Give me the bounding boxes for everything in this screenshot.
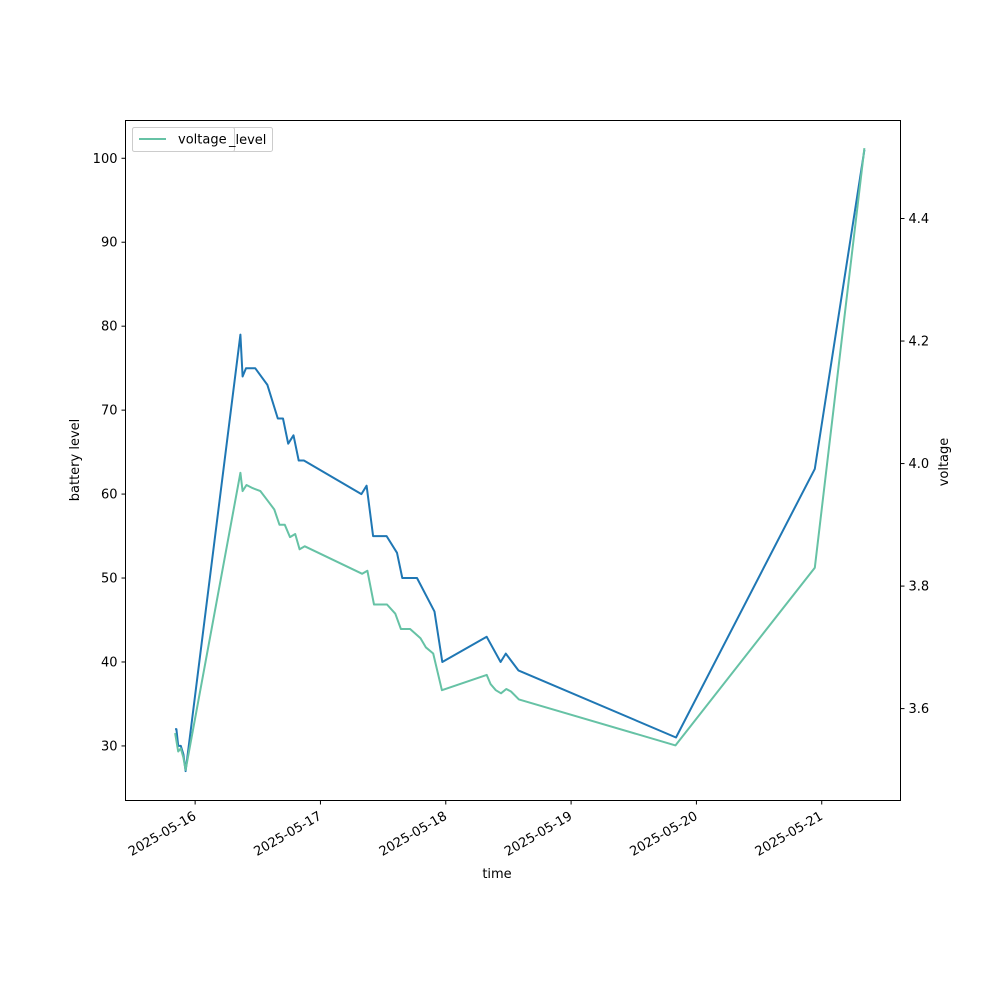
y-tick-label-left: 70 (101, 404, 118, 419)
x-tick-label: 2025-05-21 (753, 809, 826, 860)
y-tick-label-right: 3.8 (909, 580, 930, 595)
y-tick-label-left: 30 (101, 739, 118, 754)
plot-frame (125, 120, 901, 801)
series-line-voltage (174, 147, 866, 771)
x-tick-label: 2025-05-18 (377, 809, 450, 860)
legend: voltage _level (132, 127, 273, 152)
x-tick-label: 2025-05-16 (126, 809, 199, 860)
y-tick-label-left: 80 (101, 320, 118, 335)
x-tick-label: 2025-05-20 (627, 809, 700, 860)
y-axis-label-right: voltage (937, 438, 952, 487)
y-tick-label-right: 3.6 (909, 702, 930, 717)
legend-label-voltage: voltage (178, 133, 227, 148)
x-tick-label: 2025-05-19 (502, 809, 575, 860)
legend-label-level: _level (228, 133, 266, 148)
y-tick-label-right: 4.2 (909, 335, 930, 350)
y-tick-label-right: 4.4 (909, 212, 930, 227)
y-tick-label-left: 60 (101, 488, 118, 503)
ticks-layer (121, 157, 905, 805)
y-tick-label-left: 100 (93, 152, 118, 167)
y-axis-label-left: battery level (68, 419, 83, 502)
x-tick-label: 2025-05-17 (252, 809, 325, 860)
series-layer (174, 147, 866, 773)
series-line-level (175, 149, 866, 773)
y-tick-label-right: 4.0 (909, 457, 930, 472)
legend-frame-voltage (132, 127, 235, 152)
y-tick-label-left: 50 (101, 572, 118, 587)
x-axis-label: time (482, 867, 511, 882)
y-tick-label-left: 90 (101, 236, 118, 251)
y-tick-label-left: 40 (101, 655, 118, 670)
